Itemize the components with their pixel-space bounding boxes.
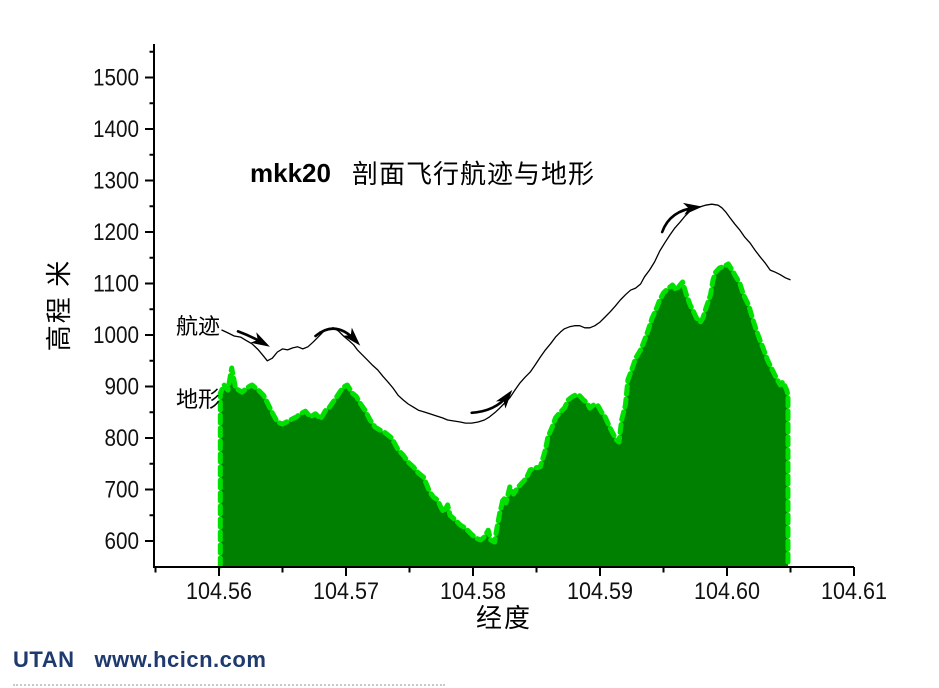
terrain-series <box>217 261 791 569</box>
x-tick-label: 104.61 <box>821 578 887 605</box>
direction-arrow <box>470 389 513 415</box>
y-tick-label: 600 <box>105 528 140 555</box>
y-tick-label: 1200 <box>93 219 139 246</box>
watermark-underline <box>13 684 445 686</box>
chart-title-prefix: mkk20 <box>250 158 331 188</box>
label-flight-path: 航迹 <box>176 314 220 339</box>
chart-title: 剖面飞行航迹与地形 <box>352 160 595 189</box>
flight-direction-arrows <box>236 202 703 415</box>
x-axis-ticks: 104.56 104.57 104.58 104.59 104.60 104.61 <box>154 567 887 605</box>
direction-arrow <box>314 327 361 346</box>
watermark: UTAN www.hcicn.com <box>13 647 266 673</box>
x-tick-label: 104.58 <box>440 578 506 605</box>
y-tick-label: 1100 <box>93 271 139 298</box>
axes-frame <box>153 44 854 568</box>
y-axis-title: 高程 米 <box>45 259 74 352</box>
x-axis-title: 经度 <box>476 604 532 633</box>
direction-arrow <box>236 330 270 347</box>
x-tick-label: 104.56 <box>186 578 252 605</box>
y-tick-label: 700 <box>105 477 140 504</box>
terrain-outline <box>217 261 791 569</box>
direction-arrow <box>660 202 703 234</box>
x-tick-label: 104.57 <box>313 578 379 605</box>
y-axis-ticks: 600 700 800 900 1000 1100 1200 1300 1400 1500 <box>93 50 154 555</box>
x-tick-label: 104.59 <box>567 578 633 605</box>
y-tick-label: 800 <box>105 425 140 452</box>
y-tick-label: 1300 <box>93 168 139 195</box>
y-tick-label: 900 <box>105 374 140 401</box>
x-tick-label: 104.60 <box>694 578 760 605</box>
watermark-url: www.hcicn.com <box>94 647 267 672</box>
label-terrain: 地形 <box>176 387 220 412</box>
y-tick-label: 1400 <box>93 116 139 143</box>
y-tick-label: 1000 <box>93 322 139 349</box>
watermark-brand: UTAN <box>13 647 75 672</box>
y-tick-label: 1500 <box>93 65 139 92</box>
